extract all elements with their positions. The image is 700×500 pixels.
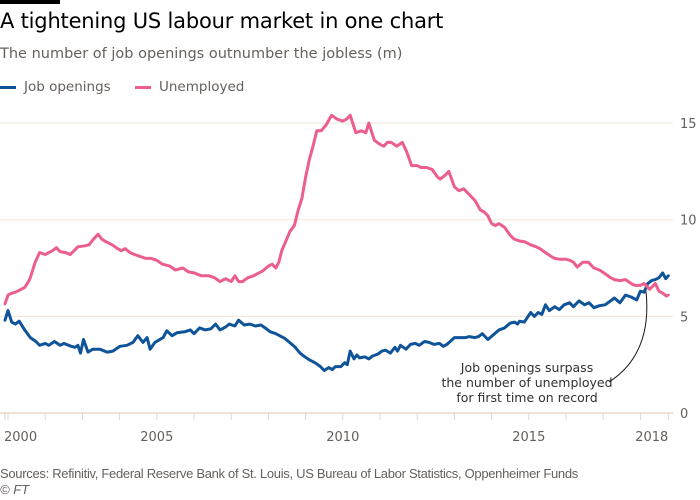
chart-subtitle: The number of job openings outnumber the…: [0, 46, 403, 62]
annotation-text-line-1: Job openings surpass: [460, 360, 593, 375]
series: [3, 113, 670, 372]
x-tick-label-2005: 2005: [140, 430, 173, 445]
gridlines: [0, 122, 673, 414]
annotation-text-line-3: for first time on record: [456, 390, 597, 405]
legend-swatch-job-openings: [0, 85, 16, 89]
legend-swatch-unemployed: [135, 85, 151, 89]
x-tick-label-2010: 2010: [326, 430, 359, 445]
legend-item-job-openings: Job openings: [0, 79, 111, 95]
y-axis: 0 5 10 15: [680, 117, 697, 422]
x-axis: 2000 2005 2010 2015 2018: [4, 413, 669, 445]
legend-label-unemployed: Unemployed: [159, 79, 245, 95]
chart-title: A tightening US labour market in one cha…: [0, 9, 444, 33]
series-line-job-openings: [3, 271, 670, 372]
legend-item-unemployed: Unemployed: [135, 79, 244, 95]
top-rule: [0, 0, 60, 4]
x-tick-label-2018: 2018: [635, 430, 668, 445]
y-tick-label-10: 10: [680, 214, 697, 229]
annotation-arrow: [608, 291, 648, 383]
legend-label-job-openings: Job openings: [24, 79, 111, 95]
y-tick-label-15: 15: [680, 117, 697, 132]
x-tick-label-2000: 2000: [4, 430, 37, 445]
y-tick-label-0: 0: [680, 407, 688, 422]
x-tick-label-2015: 2015: [512, 430, 545, 445]
y-tick-label-5: 5: [680, 310, 688, 325]
copyright: © FT: [0, 482, 30, 497]
annotation-text-line-2: the number of unemployed: [441, 375, 612, 390]
sources-note: Sources: Refinitiv, Federal Reserve Bank…: [0, 466, 578, 481]
series-line-unemployed: [3, 113, 670, 306]
